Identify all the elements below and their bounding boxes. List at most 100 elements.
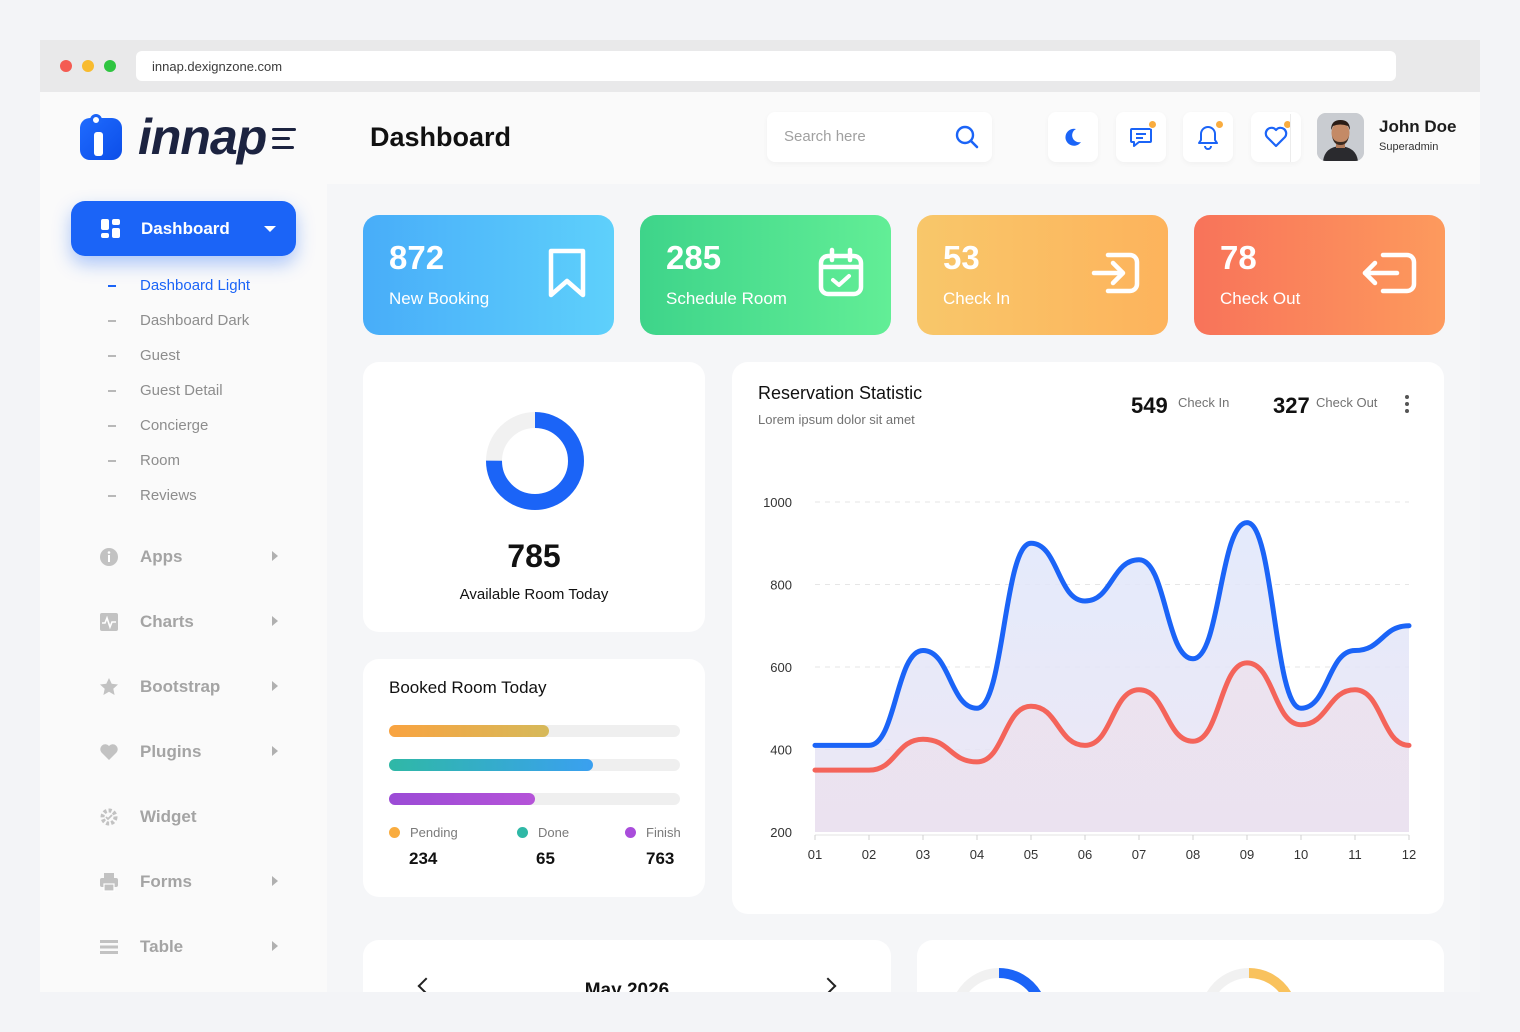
sidebar-item-label: Dashboard: [141, 218, 230, 238]
room-stat-donut-blue: [956, 968, 1042, 992]
x-tick-label: 05: [1024, 847, 1038, 862]
search-icon[interactable]: [954, 124, 980, 155]
chevron-right-icon: [272, 551, 278, 561]
checkout-total: 327: [1273, 393, 1310, 418]
submenu-item[interactable]: Room: [108, 443, 250, 478]
brand-logo[interactable]: innap: [80, 109, 267, 165]
submenu-label: Dashboard Dark: [140, 312, 250, 329]
grid-icon: [101, 219, 120, 238]
stat-card-new-booking[interactable]: 872 New Booking: [363, 215, 614, 335]
available-room-donut: [486, 412, 584, 510]
user-name[interactable]: John Doe: [1379, 117, 1457, 136]
maximize-window-button[interactable]: [104, 60, 116, 72]
dash-icon: [108, 354, 116, 357]
top-header: Dashboard Search here: [327, 92, 1480, 184]
submenu-item[interactable]: Reviews: [108, 478, 250, 513]
logout-icon: [1362, 252, 1417, 294]
stat-value: 53: [943, 239, 980, 276]
x-tick-label: 06: [1078, 847, 1092, 862]
star-icon: [98, 676, 120, 698]
chat-icon: [1130, 128, 1152, 147]
done-progress-track: [389, 759, 680, 771]
info-icon: [98, 546, 120, 568]
favorites-button[interactable]: [1251, 112, 1301, 162]
sidebar-item-plugins[interactable]: Plugins: [98, 719, 278, 784]
menu-toggle-icon[interactable]: [272, 128, 296, 155]
done-progress-fill: [389, 759, 593, 771]
reservation-area-chart: 1000 800 600 400 200 01 02 03 04 05 06 07 08 09 10 11 12: [763, 495, 1416, 862]
series-2-area: [815, 662, 1409, 832]
notification-badge: [1215, 120, 1224, 129]
reservation-statistic-card: Reservation Statistic Lorem ipsum dolor …: [732, 362, 1444, 914]
chevron-right-icon: [272, 876, 278, 886]
logo-mark-icon: [80, 114, 124, 160]
sidebar-item-label: Plugins: [140, 741, 202, 761]
settings-icon: [98, 806, 120, 828]
finish-progress-fill: [389, 793, 535, 805]
sidebar-item-label: Charts: [140, 611, 194, 631]
brand-name: innap: [138, 109, 267, 165]
chevron-right-icon: [272, 746, 278, 756]
stat-label: New Booking: [389, 289, 490, 308]
y-tick-label: 400: [770, 743, 792, 758]
sidebar-item-apps[interactable]: Apps: [98, 524, 278, 589]
sidebar-item-widget[interactable]: Widget: [98, 784, 278, 849]
pending-value: 234: [409, 849, 438, 868]
heart-icon: [1264, 126, 1288, 148]
x-tick-label: 04: [970, 847, 984, 862]
dark-mode-button[interactable]: [1048, 112, 1098, 162]
bookmark-icon: [548, 248, 586, 298]
dash-icon: [108, 459, 116, 462]
search-box[interactable]: Search here: [767, 112, 992, 162]
dash-icon: [108, 284, 116, 287]
available-room-card: 785 Available Room Today: [363, 362, 705, 632]
notifications-button[interactable]: [1183, 112, 1233, 162]
address-bar[interactable]: innap.dexignzone.com: [136, 51, 1396, 81]
search-input[interactable]: Search here: [784, 128, 866, 145]
stat-card-check-in[interactable]: 53 Check In: [917, 215, 1168, 335]
card-title: Booked Room Today: [389, 678, 547, 697]
submenu-item[interactable]: Concierge: [108, 408, 250, 443]
stat-card-check-out[interactable]: 78 Check Out: [1194, 215, 1445, 335]
submenu-item[interactable]: Dashboard Light: [108, 268, 250, 303]
sidebar-item-bootstrap[interactable]: Bootstrap: [98, 654, 278, 719]
legend-finish: Finish: [625, 825, 681, 840]
sidebar-item-forms[interactable]: Forms: [98, 849, 278, 914]
sidebar-item-table[interactable]: Table: [98, 914, 278, 979]
browser-window: innap.dexignzone.com innap Dashboard Das…: [40, 40, 1480, 992]
card-title: Reservation Statistic: [758, 383, 923, 403]
more-options-icon[interactable]: [1405, 395, 1409, 416]
submenu-item[interactable]: Guest: [108, 338, 250, 373]
chevron-down-icon: [264, 226, 276, 232]
sidebar-item-label: Bootstrap: [140, 676, 221, 696]
avatar[interactable]: [1317, 113, 1364, 161]
done-value: 65: [536, 849, 555, 868]
x-tick-label: 02: [862, 847, 876, 862]
minimize-window-button[interactable]: [82, 60, 94, 72]
submenu-label: Reviews: [140, 487, 197, 504]
x-tick-label: 11: [1348, 847, 1362, 862]
x-tick-label: 08: [1186, 847, 1200, 862]
dash-icon: [108, 319, 116, 322]
finish-progress-track: [389, 793, 680, 805]
submenu-label: Dashboard Light: [140, 277, 251, 294]
dashboard-submenu: Dashboard Light Dashboard Dark Guest Guest …: [108, 268, 250, 513]
submenu-item[interactable]: Guest Detail: [108, 373, 250, 408]
sidebar-menu: Apps Charts Bootstrap Plugins Widget Forms Tab…: [98, 524, 278, 979]
stat-card-schedule-room[interactable]: 285 Schedule Room: [640, 215, 891, 335]
heart-icon: [98, 741, 120, 763]
booked-room-card: Booked Room Today Pending Done Finish 23…: [363, 659, 705, 897]
sidebar-item-dashboard[interactable]: Dashboard: [71, 201, 296, 256]
sidebar-item-charts[interactable]: Charts: [98, 589, 278, 654]
legend-pending: Pending: [389, 825, 458, 840]
submenu-item[interactable]: Dashboard Dark: [108, 303, 250, 338]
sidebar-item-label: Widget: [140, 806, 197, 826]
stat-label: Check Out: [1220, 289, 1301, 308]
legend-done: Done: [517, 825, 569, 840]
sidebar-item-label: Forms: [140, 871, 192, 891]
calendar-month: May 2026: [584, 980, 670, 992]
y-tick-label: 1000: [763, 495, 792, 510]
room-stats-card: [917, 940, 1444, 992]
close-window-button[interactable]: [60, 60, 72, 72]
messages-button[interactable]: [1116, 112, 1166, 162]
